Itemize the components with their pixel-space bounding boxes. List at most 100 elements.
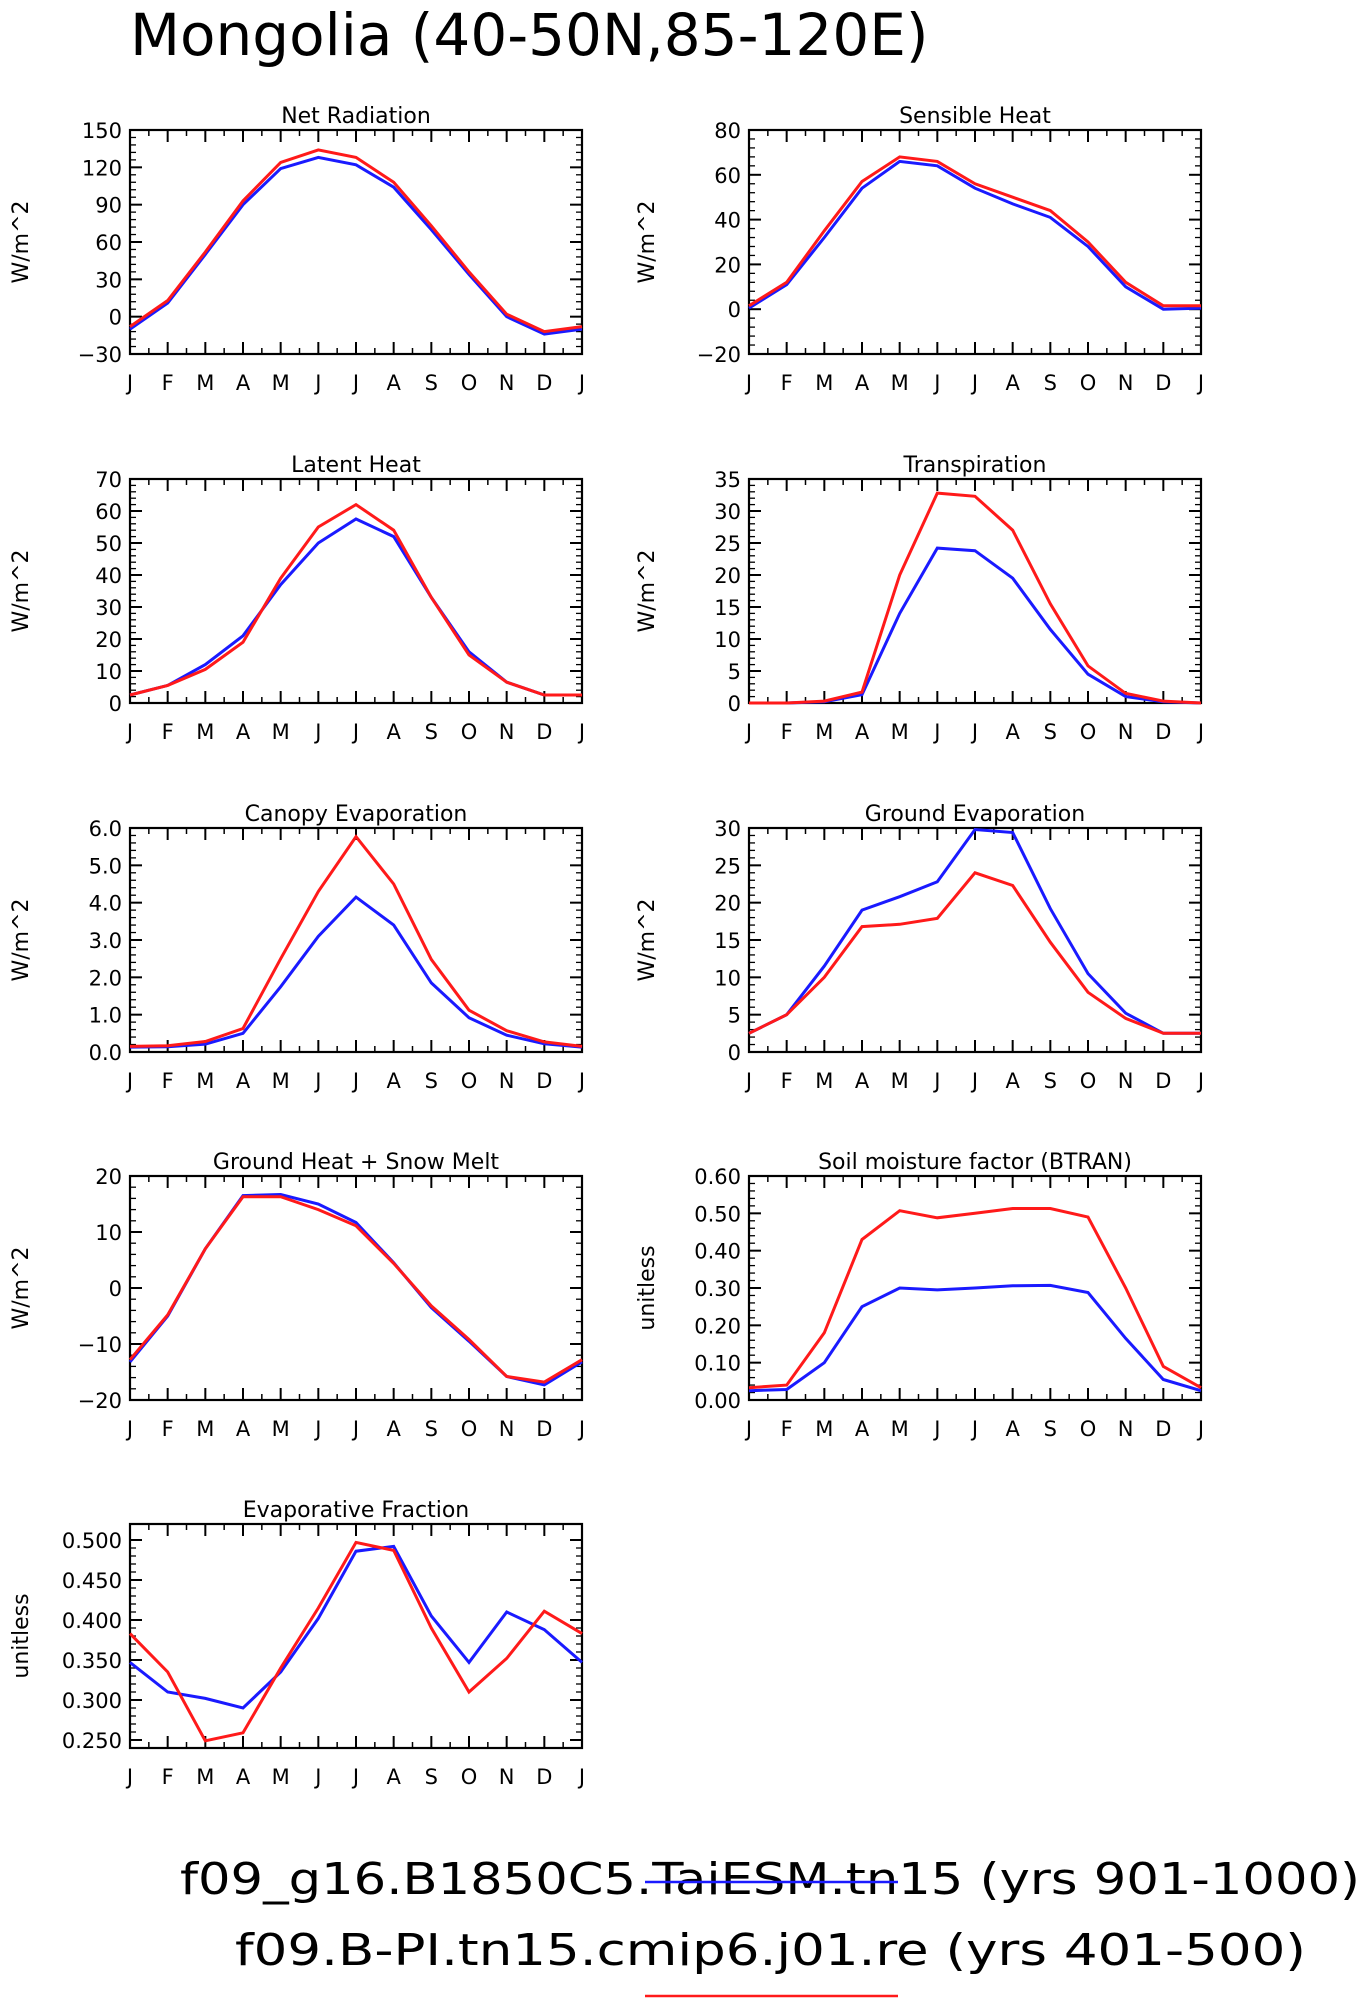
x-tick-label: M [891,1417,909,1441]
plot-frame [128,1174,584,1402]
x-tick-label: N [499,371,515,395]
x-tick-label: J [744,720,752,744]
x-tick-label: A [386,1417,401,1441]
y-tick-label: 90 [95,194,122,218]
x-tick-label: A [855,1417,870,1441]
x-tick-label: O [1080,371,1097,395]
y-tick-label: 0.400 [62,1609,122,1633]
panel-title: Ground Heat + Snow Melt [213,1150,500,1175]
panel-title: Ground Evaporation [865,802,1085,827]
x-tick-label: A [1005,1069,1020,1093]
x-tick-label: J [313,1069,321,1093]
y-tick-label: 30 [714,817,741,841]
y-tick-label: 0.0 [89,1041,122,1065]
y-axis-label: W/m^2 [9,1246,34,1329]
x-tick-label: S [425,1069,438,1093]
x-tick-label: D [1155,1069,1171,1093]
y-tick-label: −20 [78,1389,122,1413]
x-tick-label: J [932,720,940,744]
series-line-1 [129,517,582,697]
x-tick-label: J [125,1417,133,1441]
series-line-1 [749,546,1202,705]
y-axis-label: W/m^2 [9,549,34,632]
y-axis-label: W/m^2 [635,549,660,632]
y-tick-label: 4.0 [89,892,122,916]
y-tick-label: 5 [728,660,741,684]
x-tick-label: N [1118,720,1134,744]
x-tick-label: N [1118,1069,1134,1093]
y-tick-label: 10 [95,1221,122,1245]
y-tick-label: 0 [728,1041,741,1065]
x-tick-label: M [272,1417,290,1441]
series-line-2 [129,834,583,1048]
x-tick-label: J [932,371,940,395]
x-tick-label: A [386,371,401,395]
y-tick-label: 30 [714,500,741,524]
x-tick-label: J [313,1417,321,1441]
series-line-1 [748,827,1201,1035]
x-tick-label: N [499,1069,515,1093]
x-tick-label: J [970,1069,978,1093]
series-line-1 [129,155,583,336]
series-line-2 [129,502,582,697]
figure-title: Mongolia (40-50N,85-120E) [130,1,929,69]
series-line-2 [128,1195,583,1384]
x-tick-label: M [272,371,290,395]
x-tick-label: M [272,1069,290,1093]
x-tick-label: O [461,1069,478,1093]
x-tick-label: O [461,720,478,744]
x-tick-label: J [577,1417,585,1441]
series-line-1 [748,159,1202,311]
x-tick-label: J [970,371,978,395]
x-tick-label: O [1080,1069,1097,1093]
panel-title: Latent Heat [291,453,421,478]
x-tick-label: J [932,1417,940,1441]
x-tick-label: M [815,371,833,395]
series-line-1 [129,1544,583,1710]
x-tick-label: N [499,1765,515,1789]
x-tick-label: A [386,720,401,744]
x-tick-label: A [1005,371,1020,395]
x-tick-label: M [891,1069,909,1093]
y-tick-label: 0.00 [694,1389,741,1413]
x-tick-label: A [1005,720,1020,744]
panel-8: Soil moisture factor (BTRAN)J F M A M J J A S O N D… [635,1150,1204,1441]
x-tick-label: A [855,720,870,744]
legend-label-1: f09_g16.B1850C5.TaiESM.tn15 (yrs 901-100… [180,1854,1360,1905]
x-tick-label: A [386,1765,401,1789]
x-tick-label: J [351,371,359,395]
y-tick-label: 0 [109,306,122,330]
x-tick-label: M [891,371,909,395]
y-tick-label: −20 [697,343,741,367]
series-line-2 [748,1207,1202,1390]
x-tick-label: M [196,720,214,744]
x-tick-label: J [577,371,585,395]
x-tick-label: S [1044,720,1057,744]
x-tick-label: M [196,371,214,395]
x-tick-label: S [425,720,438,744]
y-tick-label: 0.60 [694,1165,741,1189]
panel-title: Transpiration [903,453,1047,478]
y-tick-label: 40 [95,564,122,588]
x-tick-label: J [970,720,978,744]
y-tick-label: 20 [714,892,741,916]
y-tick-label: 10 [714,966,741,990]
y-axis-label: unitless [635,1245,660,1330]
y-tick-label: 80 [714,119,741,143]
x-tick-label: J [125,720,133,744]
legend-label-2: f09.B-PI.tn15.cmip6.j01.re (yrs 401-500) [235,1925,1306,1976]
x-tick-label: M [891,720,909,744]
x-tick-label: J [351,1417,359,1441]
x-tick-label: O [1080,720,1097,744]
x-tick-label: D [536,1417,552,1441]
x-tick-label: A [236,1069,251,1093]
x-tick-label: A [1005,1417,1020,1441]
x-tick-label: J [313,720,321,744]
y-axis-label: W/m^2 [635,200,660,283]
y-tick-label: 5.0 [89,854,122,878]
plot-frame [128,826,584,1054]
x-tick-label: M [815,1069,833,1093]
